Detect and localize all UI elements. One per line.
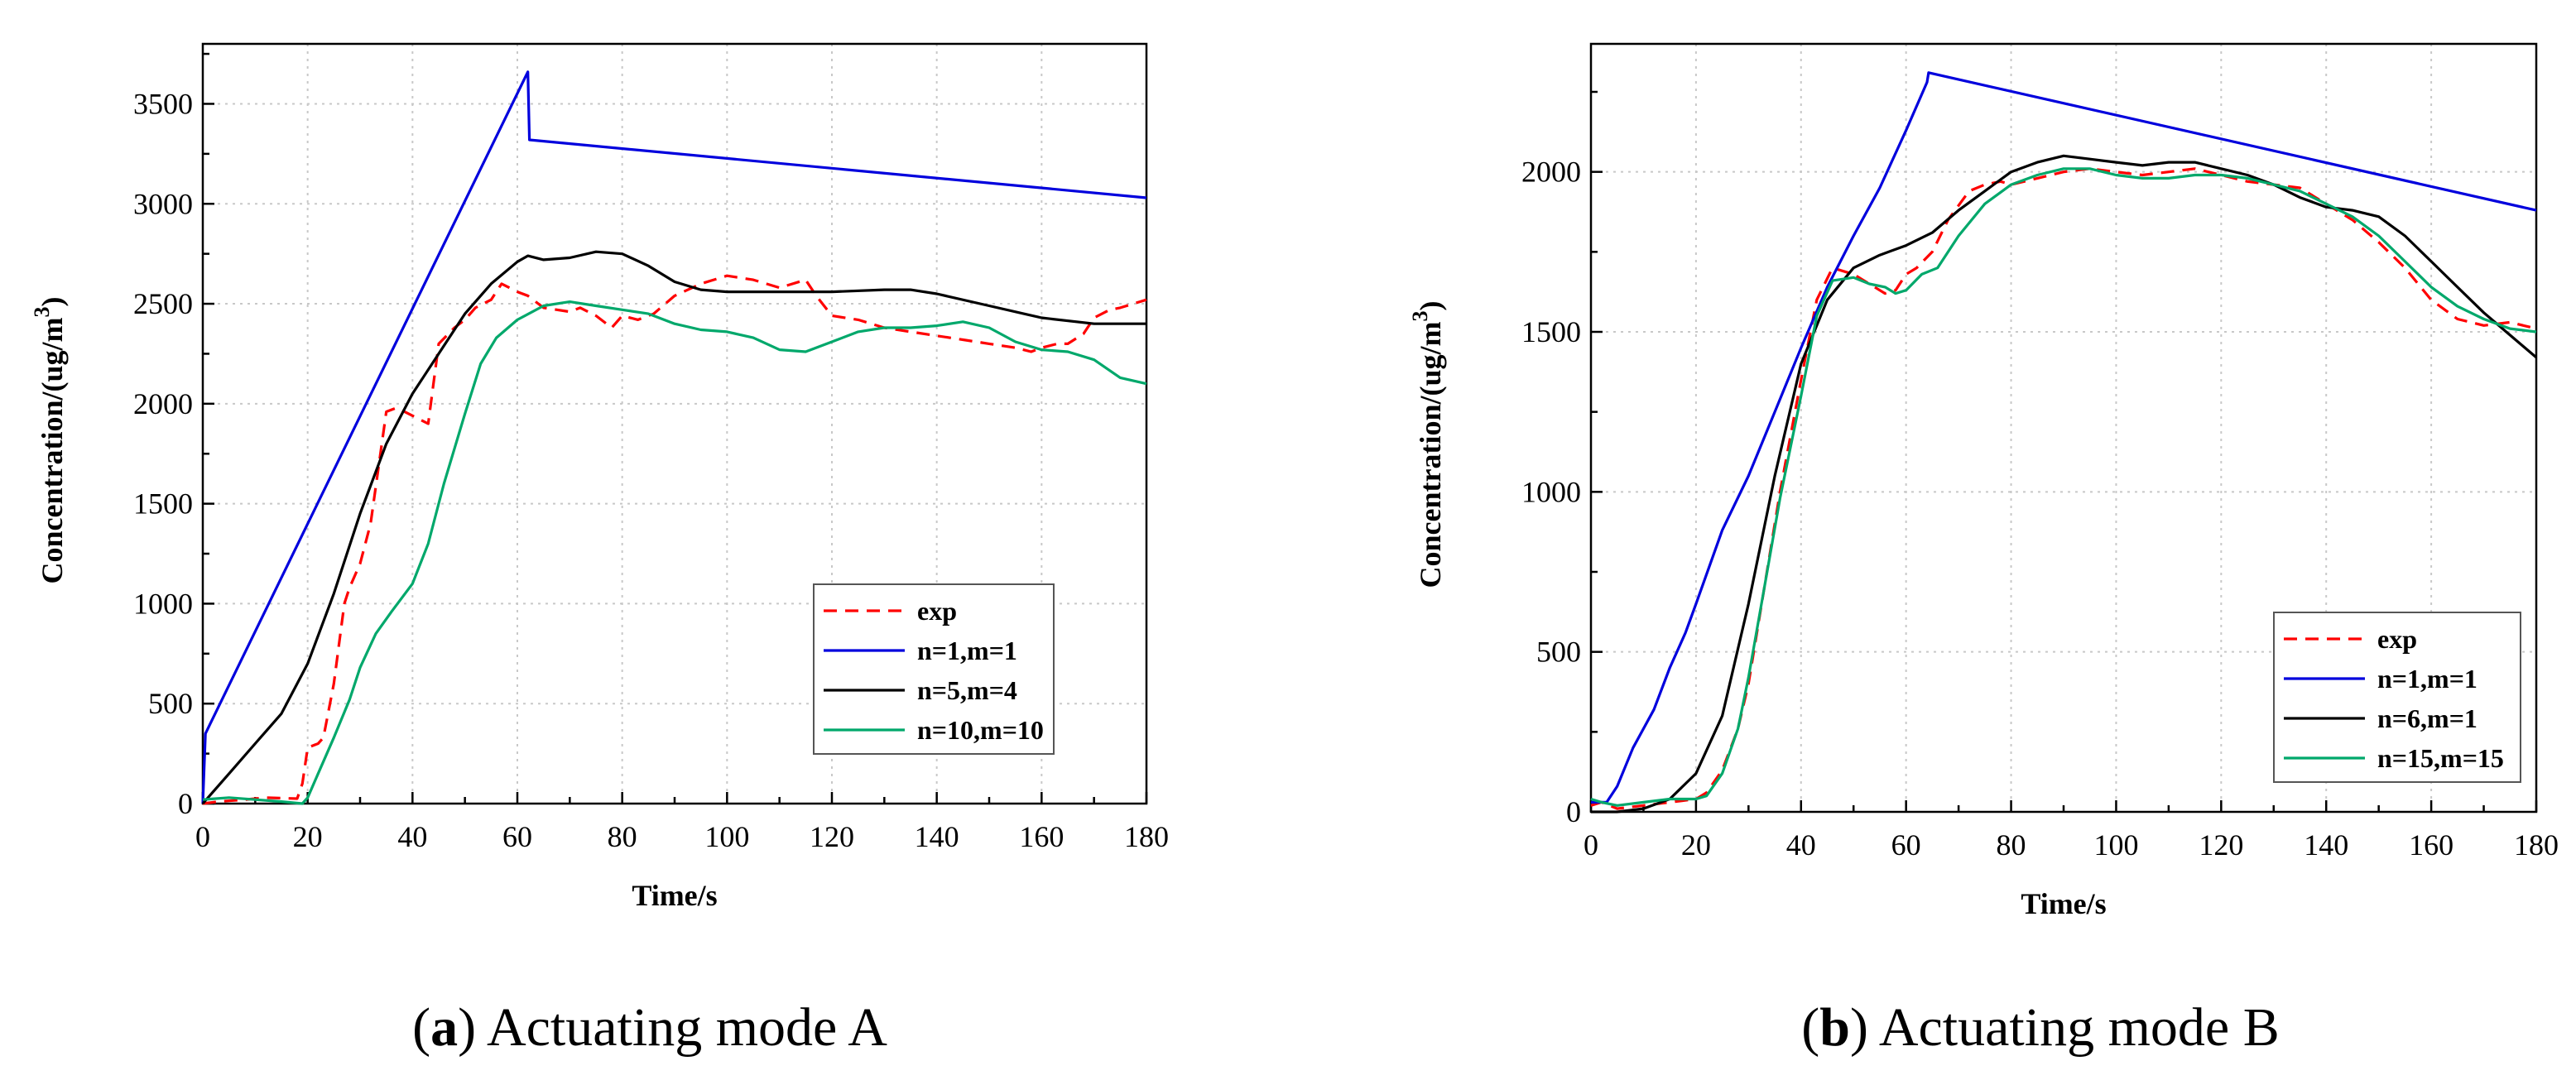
y-tick-label: 1000 bbox=[133, 587, 193, 620]
x-tick-label: 80 bbox=[1997, 828, 2026, 862]
legend-box bbox=[813, 583, 1055, 755]
legend-b: exp n=1,m=1 n=6,m=1 n=15,m=15 bbox=[2273, 612, 2521, 783]
y-tick-label: 2500 bbox=[133, 287, 193, 320]
series-line-n-6-m-1 bbox=[1591, 154, 2538, 814]
legend-a: exp n=1,m=1 n=5,m=4 n=10,m=10 bbox=[813, 583, 1055, 755]
x-tick-label: 120 bbox=[2199, 828, 2243, 862]
series-line-n-1-m-1 bbox=[201, 70, 1147, 804]
x-tick-label: 0 bbox=[1584, 828, 1598, 862]
y-tick-label: 1000 bbox=[1521, 475, 1581, 508]
y-tick-label: 0 bbox=[178, 787, 193, 820]
legend-label: n=6,m=1 bbox=[2377, 703, 2477, 733]
caption-b: (b) Actuating mode B bbox=[1801, 997, 2279, 1058]
x-tick-label: 140 bbox=[2304, 828, 2348, 862]
x-tick-label: 20 bbox=[1681, 828, 1711, 862]
x-tick-label: 60 bbox=[502, 820, 532, 853]
chart-panel-b: 0 20 40 60 80 100 120 140 160 180 0 500 1000 1500 2000… bbox=[1408, 42, 2559, 1058]
y-tick-label: 500 bbox=[1536, 636, 1581, 669]
series-group-a bbox=[201, 70, 1147, 805]
x-tick-label: 40 bbox=[1786, 828, 1816, 862]
ticks-a: 0 20 40 60 80 100 120 140 160 180 0 500 1000 1500 2000… bbox=[133, 52, 1169, 853]
x-tick-label: 120 bbox=[810, 820, 854, 853]
legend-label: exp bbox=[2377, 624, 2417, 654]
y-tick-label: 0 bbox=[1566, 795, 1581, 828]
x-tick-label: 80 bbox=[608, 820, 637, 853]
y-tick-label: 2000 bbox=[1521, 156, 1581, 189]
x-tick-label: 180 bbox=[1124, 820, 1169, 853]
y-tick-label: 1500 bbox=[133, 487, 193, 521]
series-line-n-1-m-1 bbox=[1591, 71, 2537, 804]
x-tick-label: 100 bbox=[704, 820, 749, 853]
legend-box bbox=[2273, 612, 2521, 783]
y-axis-title-b: Concentration/(ug/m3) bbox=[1408, 301, 1447, 588]
x-tick-label: 160 bbox=[1019, 820, 1064, 853]
legend-label: n=1,m=1 bbox=[2377, 664, 2477, 694]
legend-label: exp bbox=[917, 596, 957, 626]
y-tick-label: 2000 bbox=[133, 387, 193, 420]
x-tick-label: 60 bbox=[1891, 828, 1921, 862]
ticks-b: 0 20 40 60 80 100 120 140 160 180 0 500 1000 1500 2000 bbox=[1521, 90, 2559, 862]
legend-label: n=15,m=15 bbox=[2377, 743, 2504, 773]
series-line-n-5-m-4 bbox=[201, 250, 1146, 805]
y-tick-label: 3000 bbox=[133, 187, 193, 220]
legend-label: n=5,m=4 bbox=[917, 675, 1017, 705]
series-line-n-10-m-10 bbox=[202, 300, 1147, 805]
series-line-exp bbox=[202, 274, 1147, 805]
y-axis-title-a: Concentration/(ug/m3) bbox=[30, 297, 69, 584]
legend-label: n=1,m=1 bbox=[917, 636, 1017, 665]
y-tick-label: 3500 bbox=[133, 87, 193, 120]
x-tick-label: 140 bbox=[915, 820, 959, 853]
legend-label: n=10,m=10 bbox=[917, 715, 1044, 745]
x-tick-label: 160 bbox=[2409, 828, 2453, 862]
x-tick-label: 100 bbox=[2093, 828, 2138, 862]
grid-a bbox=[203, 44, 1146, 804]
x-tick-label: 180 bbox=[2514, 828, 2559, 862]
caption-a: (a) Actuating mode A bbox=[412, 997, 887, 1058]
x-tick-label: 20 bbox=[293, 820, 323, 853]
x-tick-label: 0 bbox=[195, 820, 210, 853]
series-line-n-15-m-15 bbox=[1590, 167, 2537, 807]
chart-panel-a: 0 20 40 60 80 100 120 140 160 180 0 500 1000 1500 2000… bbox=[30, 42, 1169, 1058]
x-tick-label: 40 bbox=[397, 820, 427, 853]
y-tick-label: 1500 bbox=[1521, 315, 1581, 348]
x-axis-title-a: Time/s bbox=[632, 879, 717, 912]
series-group-b bbox=[1590, 71, 2538, 814]
x-axis-title-b: Time/s bbox=[2021, 887, 2106, 920]
y-tick-label: 500 bbox=[148, 687, 193, 720]
